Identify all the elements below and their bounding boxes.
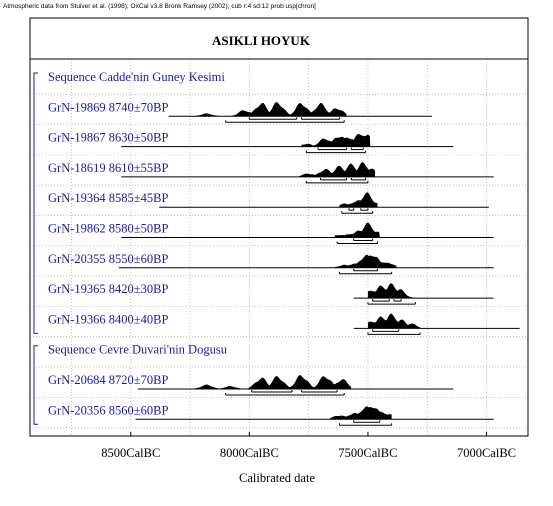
probability-distribution [192,375,352,389]
x-tick-label: 8500CalBC [101,446,160,460]
sample-label: GrN-19365 8420±30BP [48,282,168,296]
grid [30,59,528,436]
probability-distribution [339,192,378,208]
sample-label: GrN-19364 8585±45BP [48,191,168,205]
header-note: Atmospheric data from Stuiver et al. (19… [3,3,316,10]
sequence-label: Sequence Cevre Duvari'nin Dogusu [48,343,228,357]
probability-distribution [192,102,347,117]
plot-frame [29,17,529,437]
sample-label: GrN-20355 8550±60BP [48,252,168,266]
probability-distribution [367,313,421,329]
probability-distribution [334,254,397,268]
x-tick-label: 7000CalBC [457,446,516,460]
sequence-bracket [33,72,38,334]
probability-distribution [301,133,371,147]
sample-label: GrN-18619 8610±55BP [48,161,168,175]
probability-distribution [299,162,376,177]
sequence-bracket [33,345,38,425]
x-axis-label: Calibrated date [239,471,315,485]
sample-label: GrN-20684 8720±70BP [48,373,168,387]
probability-distribution [329,406,392,420]
sequence-label: Sequence Cadde'nin Guney Kesimi [48,70,225,84]
probability-distribution [334,222,380,238]
x-tick-label: 8000CalBC [220,446,279,460]
probability-distribution [367,283,416,299]
chart-title: ASIKLI HOYUK [212,33,311,48]
rows: Sequence Cadde'nin Guney Kesimi GrN-19869… [33,70,520,426]
sample-label: GrN-19869 8740±70BP [48,100,168,114]
sample-label: GrN-20356 8560±60BP [48,403,168,417]
sample-label: GrN-19366 8400±40BP [48,312,168,326]
x-axis-ticks: 8500CalBC 8000CalBC 7500CalBC 7000CalBC [101,432,516,460]
sample-label: GrN-19867 8630±50BP [48,131,168,145]
x-tick-label: 7500CalBC [338,446,397,460]
sample-label: GrN-19862 8580±50BP [48,222,168,236]
